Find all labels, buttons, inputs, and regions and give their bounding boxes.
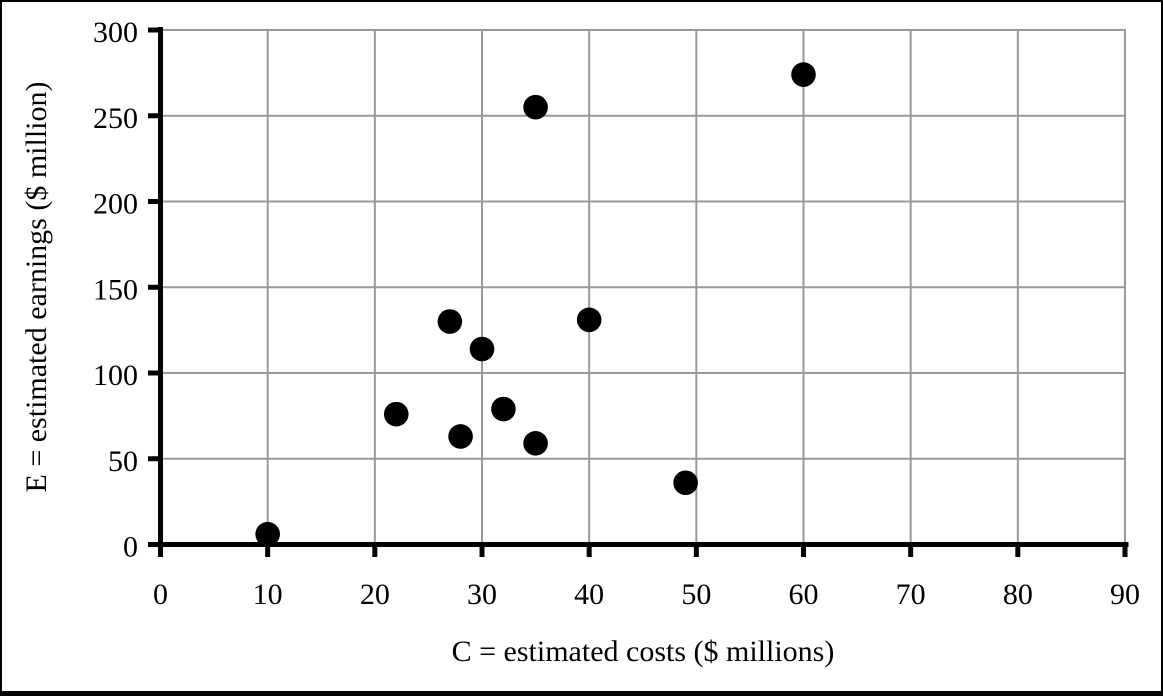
data-point <box>673 470 698 496</box>
y-tick-label: 150 <box>93 273 138 306</box>
x-tick-label: 10 <box>253 578 283 611</box>
data-point <box>523 94 548 120</box>
data-point <box>383 401 409 427</box>
y-tick-label: 300 <box>93 16 138 49</box>
data-point <box>469 336 495 362</box>
data-point <box>255 521 280 547</box>
x-tick-label: 20 <box>360 578 390 611</box>
x-tick-label: 0 <box>153 578 168 611</box>
data-points <box>255 62 816 547</box>
y-tick-label: 200 <box>93 188 138 221</box>
x-tick-label: 40 <box>574 578 604 611</box>
x-tick-label: 90 <box>1110 578 1140 611</box>
data-point <box>791 62 816 87</box>
x-tick-label: 50 <box>681 578 711 611</box>
data-point <box>576 307 602 333</box>
x-tick-label: 70 <box>896 578 926 611</box>
data-point <box>437 309 463 334</box>
x-axis-title: C = estimated costs ($ millions) <box>452 635 835 668</box>
tick-labels: 0 10 20 30 40 50 60 70 80 90 0 50 100 150 200 250 300 <box>93 16 1140 611</box>
y-tick-label: 100 <box>93 359 138 392</box>
x-tick-label: 60 <box>789 578 819 611</box>
y-tick-label: 0 <box>123 531 138 564</box>
axes <box>148 27 1129 557</box>
y-tick-label: 250 <box>93 102 138 135</box>
x-tick-label: 30 <box>467 578 497 611</box>
y-tick-label: 50 <box>108 445 138 478</box>
y-axis-title: E = estimated earnings ($ million) <box>20 82 53 493</box>
x-tick-label: 80 <box>1003 578 1033 611</box>
data-point <box>491 396 516 422</box>
data-point <box>448 424 473 449</box>
gridlines <box>160 29 1126 545</box>
data-point <box>523 431 548 456</box>
